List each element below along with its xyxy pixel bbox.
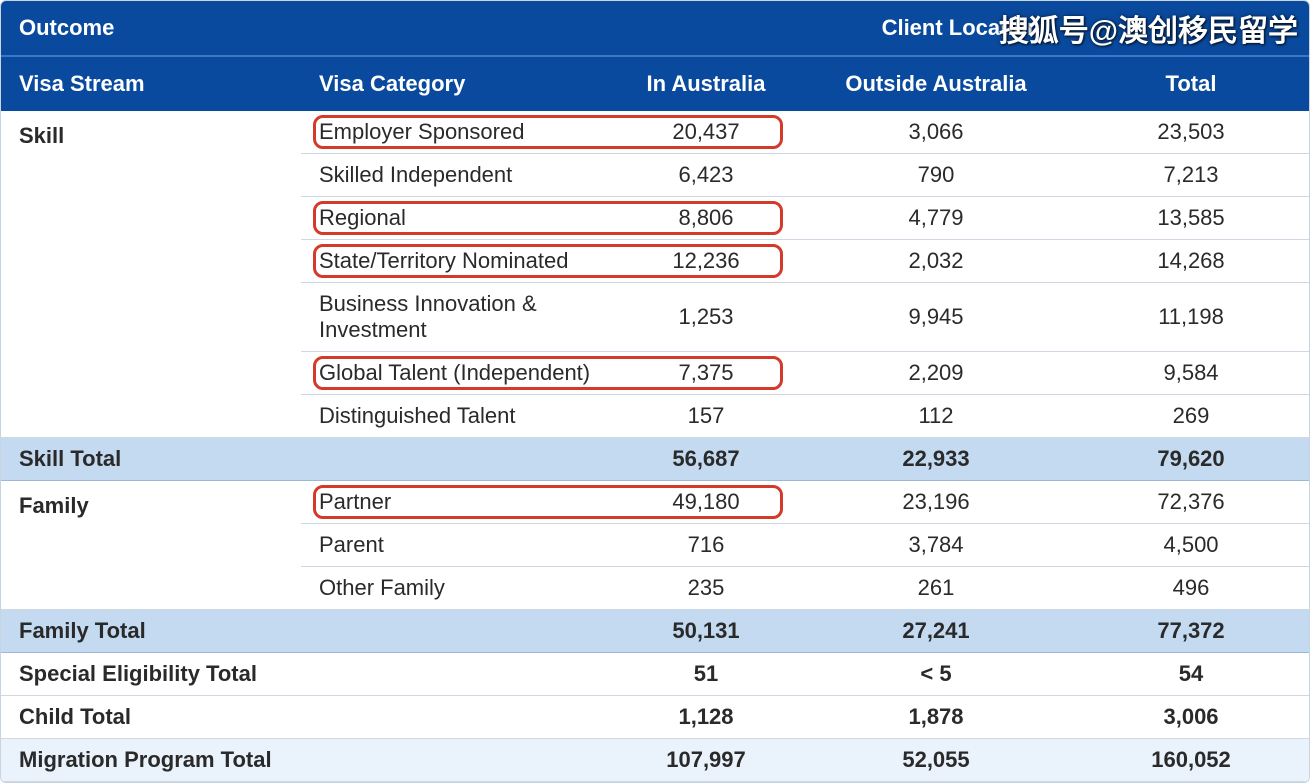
subtotal-total: 77,372 xyxy=(1071,610,1310,653)
outside-australia-cell: 3,784 xyxy=(801,524,1071,567)
outside-australia-cell: 9,945 xyxy=(801,283,1071,352)
total-cell: 23,503 xyxy=(1071,111,1310,154)
in-australia-cell: 8,806 xyxy=(611,197,801,240)
in-australia-cell: 12,236 xyxy=(611,240,801,283)
outside-australia-cell: 2,032 xyxy=(801,240,1071,283)
total-cell: 11,198 xyxy=(1071,283,1310,352)
special-total-row: Special Eligibility Total51< 554 xyxy=(1,653,1310,696)
visa-table-container: Outcome Client Location Visa Stream Visa… xyxy=(0,0,1310,783)
category-cell: Partner xyxy=(301,481,611,524)
category-cell: Other Family xyxy=(301,567,611,610)
outside-australia-cell: 23,196 xyxy=(801,481,1071,524)
total-cell: 72,376 xyxy=(1071,481,1310,524)
header-client-location: Client Location xyxy=(611,1,1310,56)
header-outcome: Outcome xyxy=(1,1,301,56)
header-visa-stream: Visa Stream xyxy=(1,56,301,111)
total-cell: 9,584 xyxy=(1071,352,1310,395)
subtotal-row: Family Total50,13127,24177,372 xyxy=(1,610,1310,653)
special-out: < 5 xyxy=(801,653,1071,696)
category-cell: Distinguished Talent xyxy=(301,395,611,438)
category-cell: Parent xyxy=(301,524,611,567)
category-cell: Skilled Independent xyxy=(301,154,611,197)
subtotal-out: 27,241 xyxy=(801,610,1071,653)
header-total: Total xyxy=(1071,56,1310,111)
total-cell: 7,213 xyxy=(1071,154,1310,197)
table-row: FamilyPartner49,18023,19672,376 xyxy=(1,481,1310,524)
in-australia-cell: 7,375 xyxy=(611,352,801,395)
total-cell: 496 xyxy=(1071,567,1310,610)
in-australia-cell: 20,437 xyxy=(611,111,801,154)
table-header: Outcome Client Location Visa Stream Visa… xyxy=(1,1,1310,111)
grand-total-total: 160,052 xyxy=(1071,739,1310,782)
category-cell: State/Territory Nominated xyxy=(301,240,611,283)
special-label: Child Total xyxy=(1,696,611,739)
table-body: SkillEmployer Sponsored20,4373,06623,503… xyxy=(1,111,1310,782)
total-cell: 13,585 xyxy=(1071,197,1310,240)
header-in-australia: In Australia xyxy=(611,56,801,111)
header-outside-australia: Outside Australia xyxy=(801,56,1071,111)
grand-total-row: Migration Program Total107,99752,055160,… xyxy=(1,739,1310,782)
special-total-row: Child Total1,1281,8783,006 xyxy=(1,696,1310,739)
in-australia-cell: 49,180 xyxy=(611,481,801,524)
grand-total-label: Migration Program Total xyxy=(1,739,611,782)
outside-australia-cell: 261 xyxy=(801,567,1071,610)
stream-label: Family xyxy=(1,481,301,610)
special-total: 3,006 xyxy=(1071,696,1310,739)
in-australia-cell: 716 xyxy=(611,524,801,567)
header-spacer xyxy=(301,1,611,56)
stream-label: Skill xyxy=(1,111,301,438)
outside-australia-cell: 112 xyxy=(801,395,1071,438)
subtotal-in: 50,131 xyxy=(611,610,801,653)
category-cell: Business Innovation & Investment xyxy=(301,283,611,352)
special-in: 51 xyxy=(611,653,801,696)
grand-total-in: 107,997 xyxy=(611,739,801,782)
outside-australia-cell: 3,066 xyxy=(801,111,1071,154)
category-cell: Employer Sponsored xyxy=(301,111,611,154)
outside-australia-cell: 4,779 xyxy=(801,197,1071,240)
grand-total-out: 52,055 xyxy=(801,739,1071,782)
in-australia-cell: 1,253 xyxy=(611,283,801,352)
in-australia-cell: 6,423 xyxy=(611,154,801,197)
subtotal-out: 22,933 xyxy=(801,438,1071,481)
subtotal-row: Skill Total56,68722,93379,620 xyxy=(1,438,1310,481)
in-australia-cell: 157 xyxy=(611,395,801,438)
special-total: 54 xyxy=(1071,653,1310,696)
table-row: SkillEmployer Sponsored20,4373,06623,503 xyxy=(1,111,1310,154)
outside-australia-cell: 2,209 xyxy=(801,352,1071,395)
total-cell: 14,268 xyxy=(1071,240,1310,283)
total-cell: 4,500 xyxy=(1071,524,1310,567)
visa-table: Outcome Client Location Visa Stream Visa… xyxy=(1,1,1310,782)
subtotal-total: 79,620 xyxy=(1071,438,1310,481)
category-cell: Global Talent (Independent) xyxy=(301,352,611,395)
header-visa-category: Visa Category xyxy=(301,56,611,111)
in-australia-cell: 235 xyxy=(611,567,801,610)
subtotal-label: Skill Total xyxy=(1,438,611,481)
special-out: 1,878 xyxy=(801,696,1071,739)
category-cell: Regional xyxy=(301,197,611,240)
special-label: Special Eligibility Total xyxy=(1,653,611,696)
subtotal-label: Family Total xyxy=(1,610,611,653)
special-in: 1,128 xyxy=(611,696,801,739)
outside-australia-cell: 790 xyxy=(801,154,1071,197)
subtotal-in: 56,687 xyxy=(611,438,801,481)
total-cell: 269 xyxy=(1071,395,1310,438)
